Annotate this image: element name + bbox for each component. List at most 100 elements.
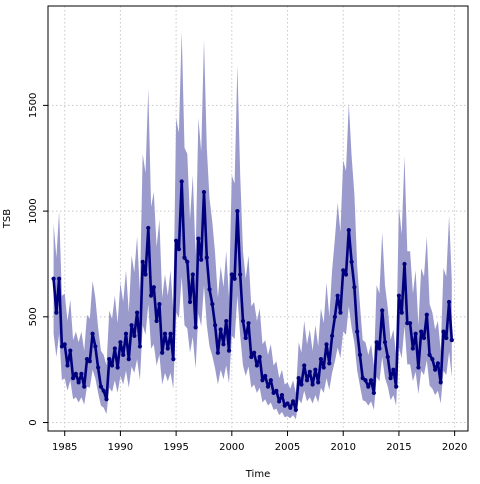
data-point <box>113 346 117 350</box>
data-point <box>447 300 451 304</box>
data-point <box>358 353 362 357</box>
y-tick-label: 1500 <box>28 93 39 118</box>
data-point <box>221 342 225 346</box>
data-point <box>138 344 142 348</box>
data-point <box>280 393 284 397</box>
y-tick-label: 500 <box>28 307 39 326</box>
data-point <box>425 313 429 317</box>
x-tick-label: 2015 <box>386 442 411 453</box>
data-point <box>372 391 376 395</box>
data-point <box>386 355 390 359</box>
data-point <box>118 340 122 344</box>
data-point <box>352 285 356 289</box>
data-point <box>411 346 415 350</box>
data-point <box>155 319 159 323</box>
data-point <box>188 300 192 304</box>
data-point <box>174 239 178 243</box>
data-point <box>336 294 340 298</box>
data-point <box>388 376 392 380</box>
data-point <box>269 378 273 382</box>
data-point <box>347 228 351 232</box>
data-point <box>96 365 100 369</box>
data-point <box>68 349 72 353</box>
data-point <box>327 361 331 365</box>
data-point <box>219 327 223 331</box>
data-point <box>230 272 234 276</box>
data-point <box>255 363 259 367</box>
data-point <box>422 336 426 340</box>
data-point <box>216 351 220 355</box>
data-point <box>439 380 443 384</box>
data-point <box>333 315 337 319</box>
data-point <box>129 323 133 327</box>
data-point <box>207 287 211 291</box>
data-point <box>127 357 131 361</box>
data-point <box>363 378 367 382</box>
data-point <box>369 378 373 382</box>
data-point <box>213 323 217 327</box>
data-point <box>324 342 328 346</box>
data-point <box>180 179 184 183</box>
x-tick-label: 2000 <box>219 442 244 453</box>
data-point <box>322 365 326 369</box>
data-point <box>202 190 206 194</box>
data-point <box>177 247 181 251</box>
data-point <box>263 374 267 378</box>
data-point <box>419 330 423 334</box>
data-point <box>71 376 75 380</box>
data-point <box>285 401 289 405</box>
data-point <box>116 365 120 369</box>
data-point <box>308 370 312 374</box>
data-point <box>51 277 55 281</box>
y-axis-label: TSB <box>2 209 13 229</box>
data-point <box>288 406 292 410</box>
data-point <box>238 272 242 276</box>
data-point <box>124 332 128 336</box>
data-point <box>414 332 418 336</box>
data-point <box>194 325 198 329</box>
data-point <box>441 330 445 334</box>
data-point <box>297 376 301 380</box>
data-point <box>244 336 248 340</box>
x-tick-label: 2020 <box>442 442 467 453</box>
data-point <box>199 258 203 262</box>
x-tick-label: 1990 <box>108 442 133 453</box>
data-point <box>338 310 342 314</box>
data-point <box>402 262 406 266</box>
data-point <box>249 355 253 359</box>
data-point <box>141 260 145 264</box>
data-point <box>168 332 172 336</box>
data-point <box>400 310 404 314</box>
data-point <box>316 380 320 384</box>
x-tick-label: 2010 <box>330 442 355 453</box>
data-point <box>110 363 114 367</box>
x-axis-label: Time <box>245 469 270 480</box>
data-point <box>157 302 161 306</box>
data-point <box>227 349 231 353</box>
data-point <box>313 368 317 372</box>
data-point <box>182 256 186 260</box>
y-tick-label: 0 <box>28 419 39 425</box>
data-point <box>377 346 381 350</box>
data-point <box>205 256 209 260</box>
data-point <box>152 285 156 289</box>
data-point <box>63 342 67 346</box>
data-point <box>88 359 92 363</box>
x-tick-label: 1995 <box>163 442 188 453</box>
data-point <box>185 260 189 264</box>
data-point <box>246 321 250 325</box>
data-point <box>252 351 256 355</box>
data-point <box>224 319 228 323</box>
data-point <box>391 368 395 372</box>
data-point <box>99 384 103 388</box>
data-point <box>107 357 111 361</box>
data-point <box>380 308 384 312</box>
data-point <box>258 355 262 359</box>
data-point <box>319 357 323 361</box>
data-point <box>394 384 398 388</box>
data-point <box>355 330 359 334</box>
data-point <box>146 226 150 230</box>
data-point <box>241 319 245 323</box>
data-point <box>277 399 281 403</box>
